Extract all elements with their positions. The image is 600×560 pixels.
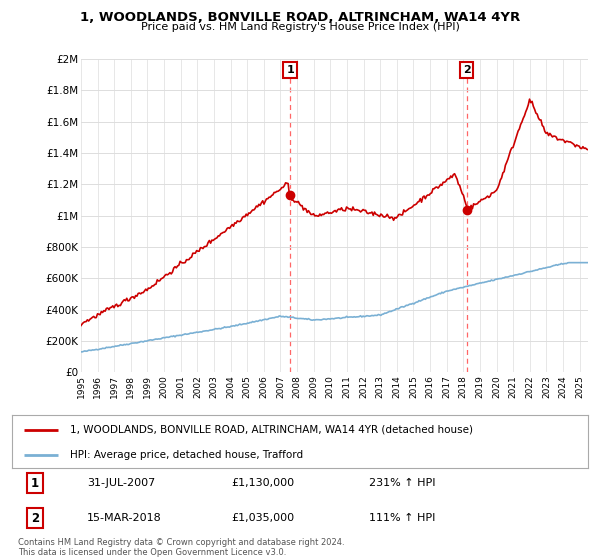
Text: HPI: Average price, detached house, Trafford: HPI: Average price, detached house, Traf… xyxy=(70,450,303,460)
Text: 15-MAR-2018: 15-MAR-2018 xyxy=(87,514,161,523)
Text: 2: 2 xyxy=(463,65,470,75)
Text: 31-JUL-2007: 31-JUL-2007 xyxy=(87,478,155,488)
Text: 111% ↑ HPI: 111% ↑ HPI xyxy=(369,514,436,523)
Text: £1,130,000: £1,130,000 xyxy=(231,478,294,488)
Text: £1,035,000: £1,035,000 xyxy=(231,514,294,523)
Text: 231% ↑ HPI: 231% ↑ HPI xyxy=(369,478,436,488)
Text: 1: 1 xyxy=(286,65,294,75)
Text: 1, WOODLANDS, BONVILLE ROAD, ALTRINCHAM, WA14 4YR: 1, WOODLANDS, BONVILLE ROAD, ALTRINCHAM,… xyxy=(80,11,520,24)
Text: 1: 1 xyxy=(31,477,39,490)
Text: 2: 2 xyxy=(31,512,39,525)
Text: Contains HM Land Registry data © Crown copyright and database right 2024.
This d: Contains HM Land Registry data © Crown c… xyxy=(18,538,344,557)
Text: Price paid vs. HM Land Registry's House Price Index (HPI): Price paid vs. HM Land Registry's House … xyxy=(140,22,460,32)
Text: 1, WOODLANDS, BONVILLE ROAD, ALTRINCHAM, WA14 4YR (detached house): 1, WOODLANDS, BONVILLE ROAD, ALTRINCHAM,… xyxy=(70,425,473,435)
